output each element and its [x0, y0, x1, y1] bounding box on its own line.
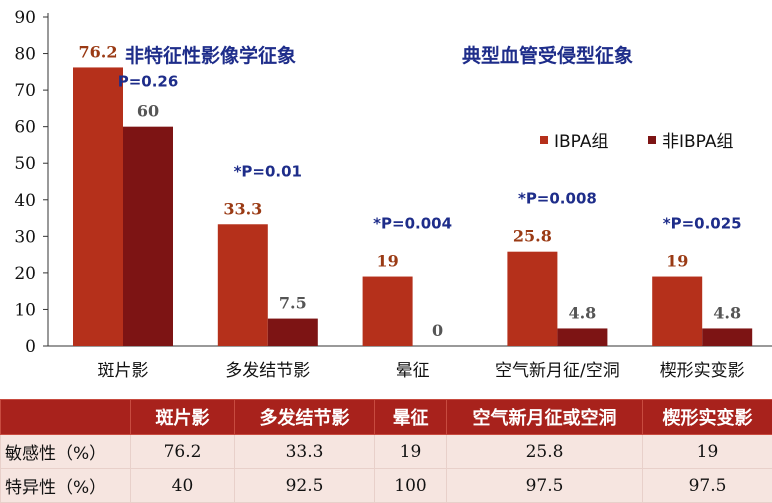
table-cell: 33.3	[234, 434, 375, 470]
table-cell: 19	[374, 434, 447, 470]
bar-value-label: 7.5	[279, 294, 307, 313]
table-cell: 25.8	[446, 434, 643, 470]
p-value-label: *P=0.01	[234, 162, 302, 180]
bar-value-label: 76.2	[79, 42, 118, 61]
bar-non-ibpa	[702, 328, 753, 346]
table-row-sensitivity: 敏感性（%） 76.2 33.3 19 25.8 19	[0, 434, 772, 470]
table-header-cell: 多发结节影	[234, 398, 375, 436]
x-category-label: 晕征	[396, 361, 430, 381]
y-tick-label: 30	[14, 227, 36, 247]
table-header-cell: 楔形实变影	[642, 398, 772, 436]
bar-value-label: 0	[432, 321, 443, 340]
y-tick-label: 20	[14, 264, 36, 284]
p-value-label: *P=0.008	[518, 190, 597, 208]
bar-value-label: 4.8	[568, 303, 596, 322]
bar-ibpa	[73, 67, 123, 347]
y-tick-label: 90	[14, 8, 36, 28]
legend-label-ibpa: IBPA组	[554, 132, 609, 152]
data-table: 斑片影 多发结节影 晕征 空气新月征或空洞 楔形实变影 敏感性（%） 76.2 …	[0, 398, 772, 503]
p-value-label: *P=0.025	[663, 215, 742, 233]
y-tick-label: 10	[14, 300, 36, 320]
bar-value-label: 19	[666, 252, 688, 271]
table-cell: 76.2	[130, 434, 235, 470]
bar-non-ibpa	[123, 126, 173, 347]
bar-ibpa	[362, 276, 413, 346]
row-label: 特异性（%）	[0, 468, 131, 503]
x-category-label: 空气新月征/空洞	[495, 361, 620, 381]
section-label-vascular: 典型血管受侵型征象	[462, 45, 634, 67]
row-label: 敏感性（%）	[0, 434, 131, 470]
bar-value-label: 19	[376, 252, 398, 271]
table-cell: 97.5	[446, 468, 643, 503]
x-category-label: 多发结节影	[225, 361, 310, 381]
bar-value-label: 4.8	[713, 303, 741, 322]
table-cell: 19	[642, 434, 772, 470]
bar-value-label: 25.8	[513, 227, 552, 246]
bar-non-ibpa	[267, 318, 318, 346]
chart-area: 0 10 20 30 40 50 60 70 80 90 76.2 60 P=0.26 斑片影 33.3 7.…	[14, 8, 772, 381]
table-cell: 40	[130, 468, 235, 503]
bar-value-label: 33.3	[223, 199, 262, 218]
table-header-cell: 晕征	[374, 398, 447, 436]
y-tick-label: 50	[14, 154, 36, 174]
legend-label-non-ibpa: 非IBPA组	[662, 132, 734, 152]
table-row-specificity: 特异性（%） 40 92.5 100 97.5 97.5	[0, 468, 772, 503]
bar-ibpa	[507, 251, 558, 346]
legend-swatch-non-ibpa	[648, 135, 656, 144]
bar-value-label: 60	[137, 102, 159, 121]
y-tick-label: 80	[14, 45, 36, 65]
bar-non-ibpa	[557, 328, 608, 346]
bar-chart: 0 10 20 30 40 50 60 70 80 90 76.2 60 P=0.26 斑片影 33.3 7.…	[14, 8, 772, 381]
x-category-label: 楔形实变影	[660, 361, 745, 381]
table-cell: 92.5	[234, 468, 375, 503]
legend-item-non-ibpa: 非IBPA组	[648, 127, 733, 152]
table-cell: 97.5	[642, 468, 772, 503]
table-header-cell: 斑片影	[130, 398, 235, 436]
bar-ibpa	[652, 276, 703, 346]
p-value-label: P=0.26	[118, 73, 179, 91]
legend-swatch-ibpa	[540, 135, 548, 144]
table-header-cell	[0, 398, 131, 436]
section-label-nonspecific: 非特征性影像学征象	[125, 45, 297, 67]
x-category-label: 斑片影	[98, 361, 149, 381]
legend-item-ibpa: IBPA组	[540, 127, 608, 152]
y-tick-label: 70	[14, 81, 36, 101]
p-value-label: *P=0.004	[373, 215, 452, 233]
y-tick-label: 60	[14, 118, 36, 138]
bar-ibpa	[217, 224, 268, 346]
table-header-row: 斑片影 多发结节影 晕征 空气新月征或空洞 楔形实变影	[0, 398, 772, 436]
y-tick-label: 40	[14, 191, 36, 211]
table-header-cell: 空气新月征或空洞	[446, 398, 643, 436]
y-tick-label: 0	[25, 337, 36, 357]
table-cell: 100	[374, 468, 447, 503]
